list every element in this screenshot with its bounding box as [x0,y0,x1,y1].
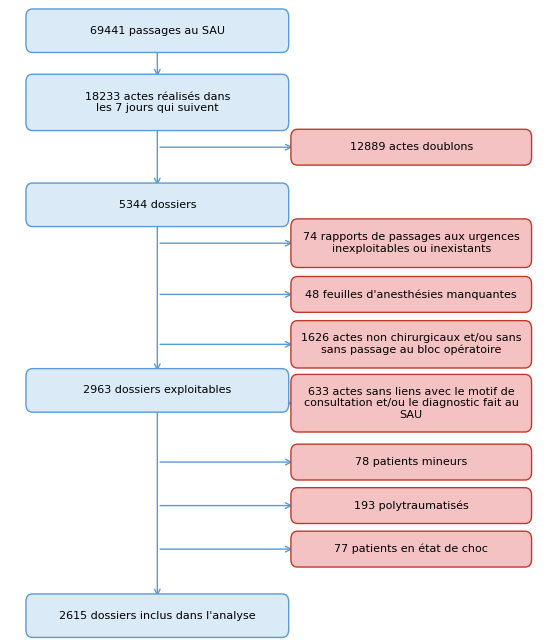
FancyBboxPatch shape [26,369,289,412]
FancyBboxPatch shape [291,321,532,368]
Text: 78 patients mineurs: 78 patients mineurs [355,457,468,467]
FancyBboxPatch shape [26,183,289,227]
Text: 1626 actes non chirurgicaux et/ou sans
sans passage au bloc opératoire: 1626 actes non chirurgicaux et/ou sans s… [301,333,522,355]
Text: 2963 dossiers exploitables: 2963 dossiers exploitables [83,385,231,396]
Text: 77 patients en état de choc: 77 patients en état de choc [335,544,488,554]
FancyBboxPatch shape [291,444,532,480]
FancyBboxPatch shape [291,531,532,567]
FancyBboxPatch shape [291,488,532,524]
FancyBboxPatch shape [26,74,289,131]
Text: 12889 actes doublons: 12889 actes doublons [349,142,473,152]
FancyBboxPatch shape [291,374,532,432]
FancyBboxPatch shape [291,129,532,165]
Text: 193 polytraumatisés: 193 polytraumatisés [354,500,469,511]
Text: 48 feuilles d'anesthésies manquantes: 48 feuilles d'anesthésies manquantes [305,289,517,300]
Text: 18233 actes réalisés dans
les 7 jours qui suivent: 18233 actes réalisés dans les 7 jours qu… [84,92,230,113]
Text: 2615 dossiers inclus dans l'analyse: 2615 dossiers inclus dans l'analyse [59,611,256,621]
Text: 69441 passages au SAU: 69441 passages au SAU [90,26,225,36]
Text: 5344 dossiers: 5344 dossiers [119,200,196,210]
FancyBboxPatch shape [26,594,289,637]
FancyBboxPatch shape [291,219,532,268]
FancyBboxPatch shape [291,276,532,312]
FancyBboxPatch shape [26,9,289,52]
Text: 74 rapports de passages aux urgences
inexploitables ou inexistants: 74 rapports de passages aux urgences ine… [303,232,519,254]
Text: 633 actes sans liens avec le motif de
consultation et/ou le diagnostic fait au
S: 633 actes sans liens avec le motif de co… [304,387,519,420]
